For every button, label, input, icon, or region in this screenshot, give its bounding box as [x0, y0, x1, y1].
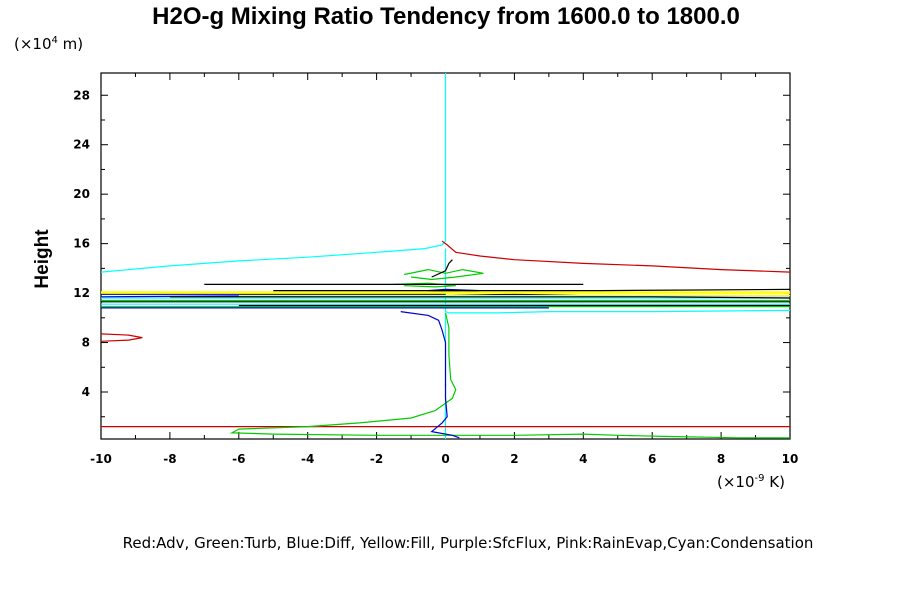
series-3-segment-4	[430, 384, 460, 439]
x-tick-label: 6	[648, 452, 656, 466]
x-tick-label: -2	[370, 452, 383, 466]
x-tick-label: -4	[301, 452, 314, 466]
series-5-segment-1	[273, 288, 791, 292]
series-1-segment-0	[441, 240, 791, 273]
y-axis-label: Height	[32, 229, 53, 289]
x-tick-label: 10	[782, 452, 799, 466]
series-group	[100, 73, 791, 439]
y-tick-label: 28	[73, 88, 90, 102]
y-tick-label: 16	[73, 237, 90, 251]
x-unit-label: (×10-9 K)	[717, 473, 785, 491]
series-3-segment-2	[400, 311, 447, 386]
series-5-segment-2	[169, 296, 791, 299]
plot-area	[100, 72, 791, 440]
x-tick-label: -8	[163, 452, 176, 466]
y-tick-label: 12	[73, 286, 90, 300]
series-2-segment-3	[393, 282, 456, 288]
series-5-segment-5	[431, 259, 453, 278]
legend-caption: Red:Adv, Green:Turb, Blue:Diff, Yellow:F…	[123, 534, 814, 552]
x-tick-label: 8	[717, 452, 725, 466]
series-2-segment-2	[404, 268, 484, 281]
x-tick-label: -10	[90, 452, 112, 466]
x-tick-label: 4	[579, 452, 587, 466]
y-tick-label: 20	[73, 187, 90, 201]
chart-title: H2O-g Mixing Ratio Tendency from 1600.0 …	[152, 3, 740, 30]
y-unit-label: (×104 m)	[14, 35, 83, 53]
series-2-segment-4	[229, 312, 790, 439]
x-tick-label: 2	[510, 452, 518, 466]
y-tick-label: 4	[82, 385, 90, 399]
y-tick-label: 8	[82, 336, 90, 350]
series-1-segment-2	[100, 333, 143, 342]
x-tick-label: 0	[441, 452, 449, 466]
series-0-segment-0	[100, 73, 447, 273]
x-tick-label: -6	[232, 452, 245, 466]
y-tick-label: 24	[73, 138, 90, 152]
